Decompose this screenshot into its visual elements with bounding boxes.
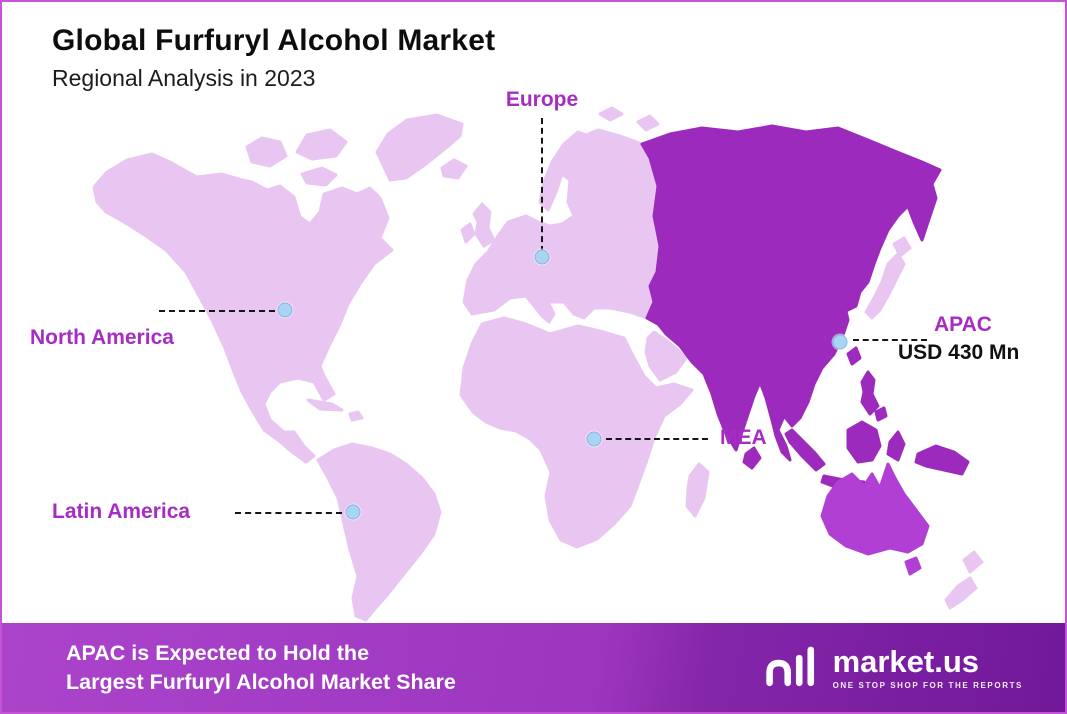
new-zealand-south — [944, 576, 978, 610]
japan-hokkaido — [892, 236, 912, 258]
novaya-zemlya — [636, 114, 660, 132]
brand-name: market.us — [832, 643, 980, 679]
sri-lanka — [742, 446, 762, 470]
caribbean-islands-2 — [348, 410, 364, 422]
label-europe: Europe — [505, 88, 579, 111]
madagascar — [685, 462, 710, 518]
marker-apac — [832, 334, 848, 350]
label-apac: APAC — [934, 313, 992, 336]
continent-asia-apac — [640, 124, 942, 462]
label-north-america: North America — [30, 326, 174, 349]
page-subtitle: Regional Analysis in 2023 — [52, 65, 316, 91]
banner-line-2: Largest Furfuryl Alcohol Market Share — [66, 669, 456, 694]
arabian-peninsula — [644, 330, 688, 382]
continent-greenland — [375, 113, 464, 182]
leader-line-mea — [606, 438, 708, 440]
great-britain — [472, 202, 496, 248]
new-guinea — [914, 444, 970, 476]
label-latin-america: Latin America — [52, 500, 191, 523]
continent-europe — [462, 128, 662, 324]
caribbean-islands-1 — [306, 398, 344, 412]
australia — [820, 462, 930, 556]
philippines-mindanao — [874, 406, 888, 422]
borneo — [846, 420, 882, 464]
sulawesi — [886, 430, 906, 462]
continent-north-america — [92, 152, 394, 464]
japan-honshu — [864, 252, 906, 320]
header: Global Furfuryl Alcohol Market Regional … — [52, 24, 495, 92]
tasmania — [904, 556, 922, 576]
arctic-island-3 — [300, 166, 338, 187]
marker-north-america — [277, 302, 293, 318]
label-apac-value: USD 430 Mn — [898, 341, 1020, 364]
brand-words: market.us ONE STOP SHOP FOR THE REPORTS — [833, 646, 1023, 690]
continent-africa — [459, 316, 694, 549]
arctic-island-2 — [295, 128, 348, 161]
bottom-banner: APAC is Expected to Hold the Largest Fur… — [2, 623, 1065, 712]
svalbard — [598, 106, 624, 122]
arctic-island-1 — [245, 136, 288, 168]
sumatra — [784, 428, 826, 472]
banner-line-1: APAC is Expected to Hold the — [66, 641, 370, 666]
continent-south-america — [316, 442, 442, 622]
leader-line-north-america — [159, 310, 275, 312]
market-us-logo-icon — [765, 646, 814, 686]
ireland — [460, 222, 476, 244]
brand-lockup: market.us ONE STOP SHOP FOR THE REPORTS — [763, 643, 1023, 693]
marker-europe — [534, 249, 550, 265]
leader-line-europe — [541, 118, 543, 252]
iceland — [440, 158, 468, 180]
leader-line-apac — [853, 339, 927, 341]
marker-latin-america — [345, 504, 361, 520]
philippines — [860, 370, 880, 416]
label-mea: MEA — [720, 426, 767, 449]
marker-mea — [586, 431, 602, 447]
brand-tagline: ONE STOP SHOP FOR THE REPORTS — [832, 680, 1023, 690]
new-zealand-north — [962, 550, 984, 574]
page-title: Global Furfuryl Alcohol Market — [52, 24, 496, 57]
leader-line-latin-america — [235, 512, 342, 514]
banner-headline: APAC is Expected to Hold the Largest Fur… — [66, 639, 456, 696]
taiwan — [846, 346, 862, 366]
